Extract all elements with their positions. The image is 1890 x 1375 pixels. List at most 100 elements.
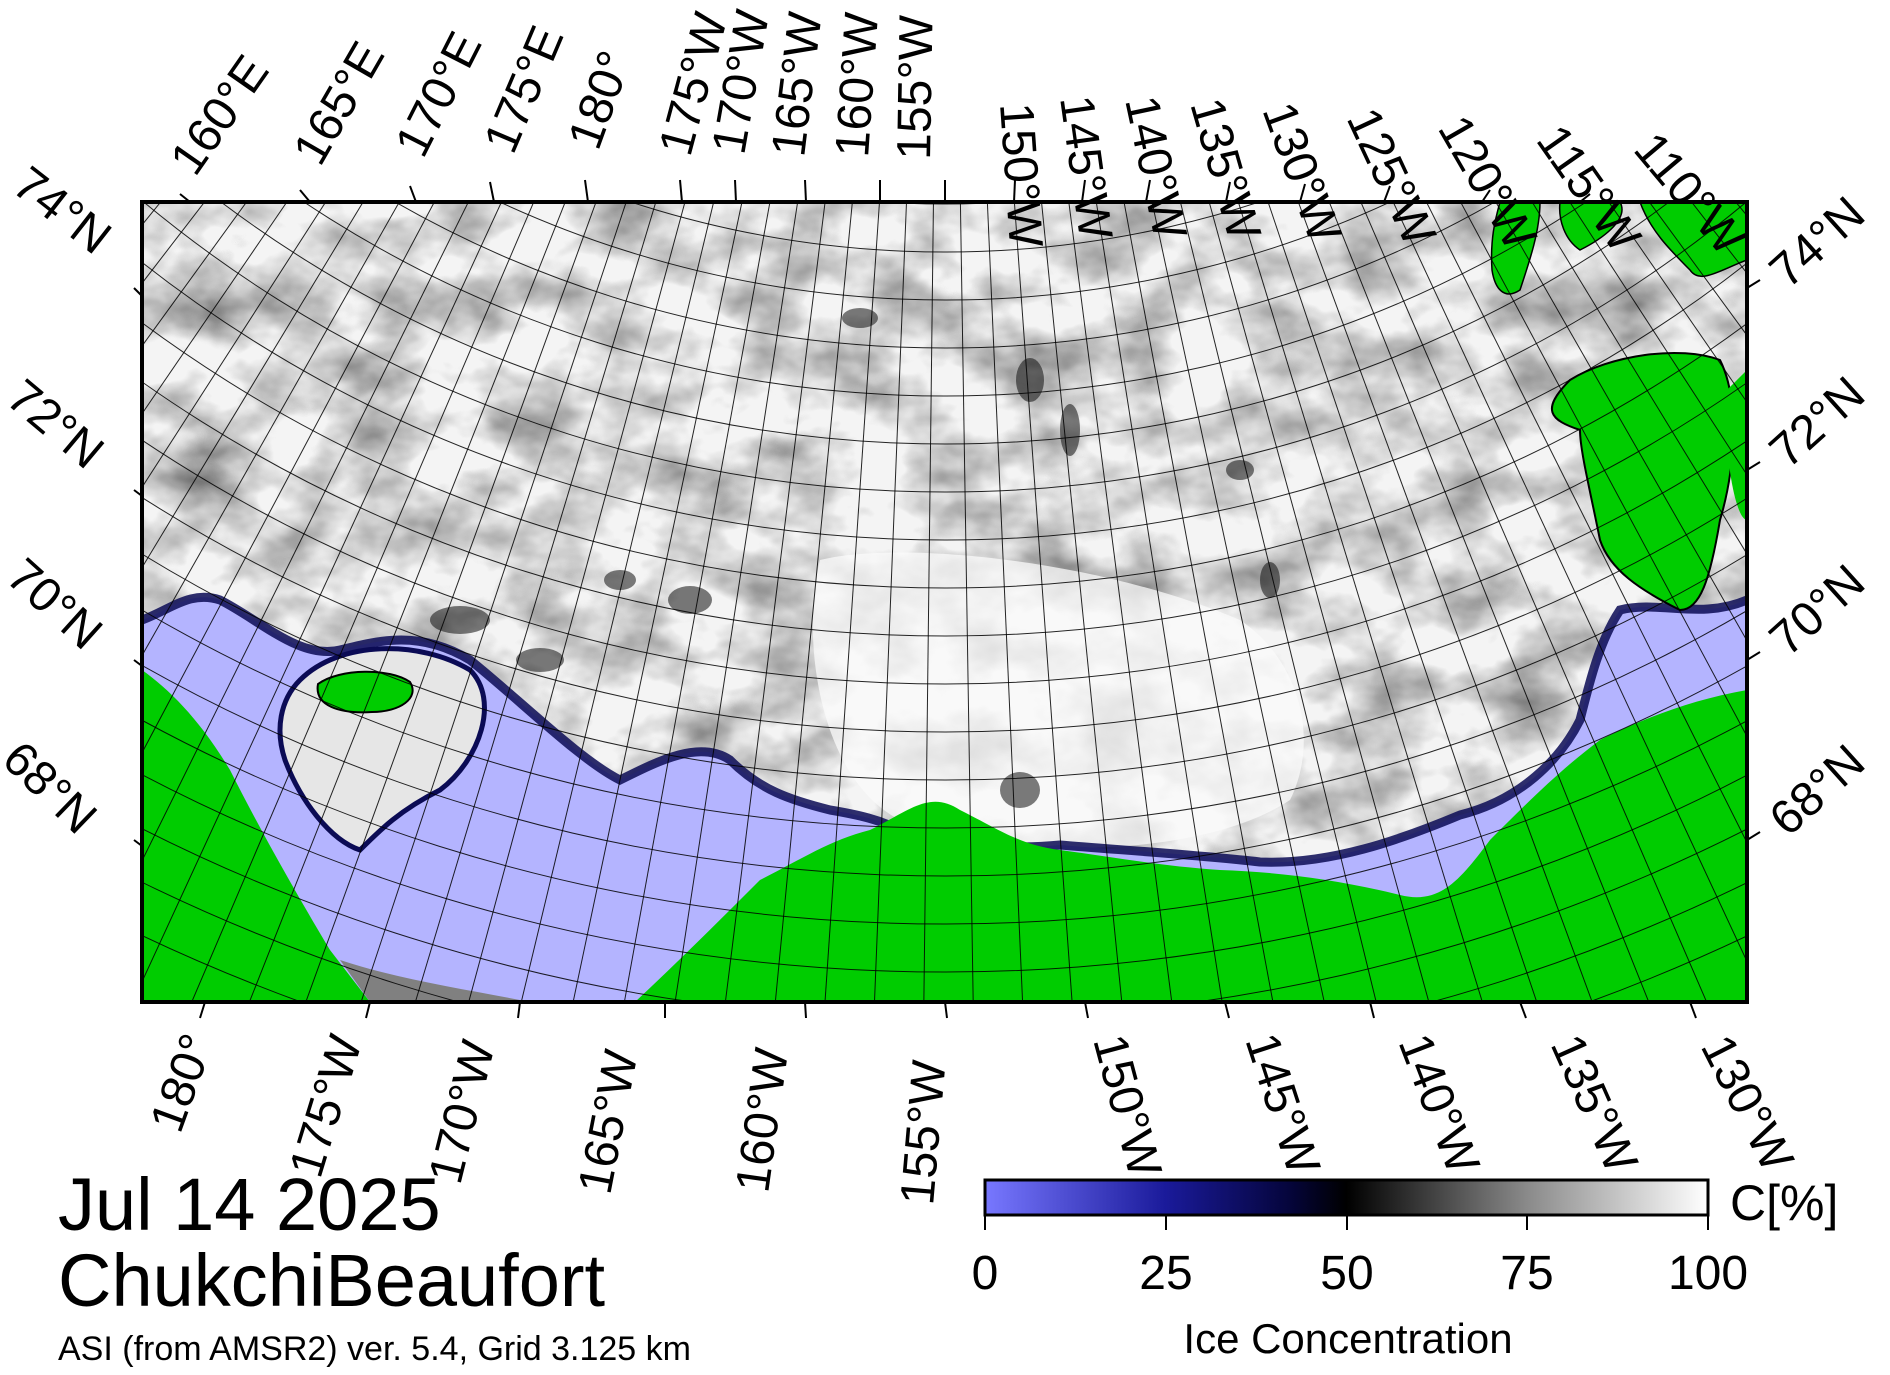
low-concentration-patches — [430, 308, 1280, 808]
frame-tick — [1081, 179, 1086, 203]
meridian-line — [142, 202, 469, 862]
land-siberia — [142, 670, 370, 1002]
meridian-line — [520, 202, 715, 1002]
longitude-label: 150°W — [1082, 1029, 1171, 1183]
meridian-line — [1297, 202, 1593, 1002]
meridian-line — [1392, 202, 1747, 963]
region-name: ChukchiBeaufort — [58, 1239, 606, 1322]
meridian-line — [142, 202, 364, 569]
longitude-label: 165°E — [284, 33, 396, 173]
frame-tick — [1746, 461, 1761, 471]
frame-tick — [804, 179, 807, 203]
frame-tick — [584, 179, 589, 203]
latitude-label: 68°N — [0, 732, 106, 845]
latitude-label: 68°N — [1760, 735, 1875, 846]
meridian-line — [1208, 202, 1430, 1002]
meridian-line — [724, 202, 826, 1002]
meridian-line — [191, 202, 535, 1002]
meridian-line — [142, 202, 435, 754]
meridian-line — [1360, 202, 1708, 1002]
frame-tick — [1579, 193, 1591, 203]
longitude-label: 160°W — [726, 1044, 799, 1195]
meridian-line — [774, 202, 853, 1002]
map-area — [142, 202, 1747, 1002]
no-data-region — [340, 960, 530, 1002]
colorbar-tick-label: 100 — [1667, 1247, 1749, 1300]
frame-tick — [179, 193, 191, 203]
wrangel-island — [316, 670, 414, 714]
latitude-label: 74°N — [1760, 187, 1875, 298]
colorbar — [983, 1178, 1710, 1217]
land-melville-island — [1639, 202, 1747, 278]
latitude-label: 70°N — [0, 549, 112, 660]
longitude-label: 145°W — [1235, 1027, 1330, 1182]
meridian-line — [959, 202, 974, 1002]
meridian-line — [824, 202, 880, 1002]
meridian-line — [623, 202, 771, 1002]
meridian-line — [360, 202, 627, 1002]
meridian-line — [1013, 202, 1073, 1002]
data-source-credit: ASI (from AMSR2) ver. 5.4, Grid 3.125 km — [58, 1330, 691, 1368]
right-latitude-labels: 74°N 72°N 70°N 68°N — [1760, 187, 1875, 846]
meridian-line — [1328, 202, 1650, 1002]
frame-tick — [1299, 183, 1306, 203]
longitude-label: 175°E — [474, 19, 574, 161]
meridian-line — [1460, 202, 1747, 738]
colorbar-tick-label: 50 — [1320, 1247, 1374, 1300]
meridian-line — [674, 202, 799, 1002]
longitude-label: 155°W — [888, 14, 944, 160]
frame-tick — [1689, 1001, 1697, 1019]
frame-tick — [133, 839, 143, 847]
meridian-line — [572, 202, 743, 1002]
meridian-line — [1151, 202, 1325, 1002]
colorbar-tick-label: 25 — [1139, 1247, 1193, 1300]
meridian-line — [1608, 202, 1747, 404]
meridian-line — [305, 202, 597, 1002]
frame-tick — [1746, 279, 1761, 289]
meridian-line — [1068, 202, 1173, 1002]
frame-tick — [1084, 1001, 1089, 1019]
meridian-line — [1267, 202, 1538, 1002]
frame-tick — [133, 659, 143, 667]
meridian-line — [414, 202, 657, 1002]
latitude-label: 72°N — [0, 370, 113, 480]
longitude-label: 180° — [141, 1027, 225, 1138]
frame-tick — [944, 1001, 948, 1019]
meridian-line — [1123, 202, 1274, 1002]
frame-tick — [804, 1001, 807, 1019]
meridian-line — [1495, 202, 1747, 642]
latitude-label: 72°N — [1760, 367, 1875, 478]
frame-tick — [734, 179, 737, 203]
meridian-line — [1425, 202, 1747, 844]
meridian-line — [1569, 202, 1747, 476]
meridian-line — [142, 202, 288, 415]
longitude-label: 180° — [559, 44, 643, 155]
land-banks-island — [1550, 351, 1735, 612]
longitude-label: 135°W — [1540, 1027, 1648, 1181]
meridian-line — [142, 202, 400, 657]
meridian-line — [142, 202, 503, 983]
longitude-label: 155°W — [891, 1058, 956, 1207]
graticule-meridians — [142, 202, 1747, 1002]
frame-tick — [1145, 179, 1151, 203]
frame-tick — [489, 181, 495, 203]
colorbar-ticks — [984, 1215, 1709, 1230]
meridian-line — [986, 202, 1024, 1002]
longitude-label: 175°W — [280, 1029, 373, 1183]
frame-tick — [1225, 181, 1231, 203]
frame-tick — [1383, 185, 1391, 203]
colorbar-unit: C[%] — [1730, 1175, 1839, 1231]
land-victoria-island — [1727, 370, 1747, 520]
frame-tick — [199, 1001, 206, 1019]
meridian-line — [1531, 202, 1747, 555]
colorbar-tick-label: 0 — [971, 1247, 999, 1300]
latitude-label: 74°N — [3, 157, 120, 265]
frame-tick — [133, 489, 143, 497]
longitude-label: 160°W — [826, 10, 889, 159]
meridian-line — [468, 202, 686, 1002]
longitude-label: 150°W — [989, 101, 1052, 250]
longitude-label: 165°W — [569, 1045, 649, 1198]
frame-tick — [679, 179, 683, 203]
meridian-line — [1179, 202, 1377, 1002]
